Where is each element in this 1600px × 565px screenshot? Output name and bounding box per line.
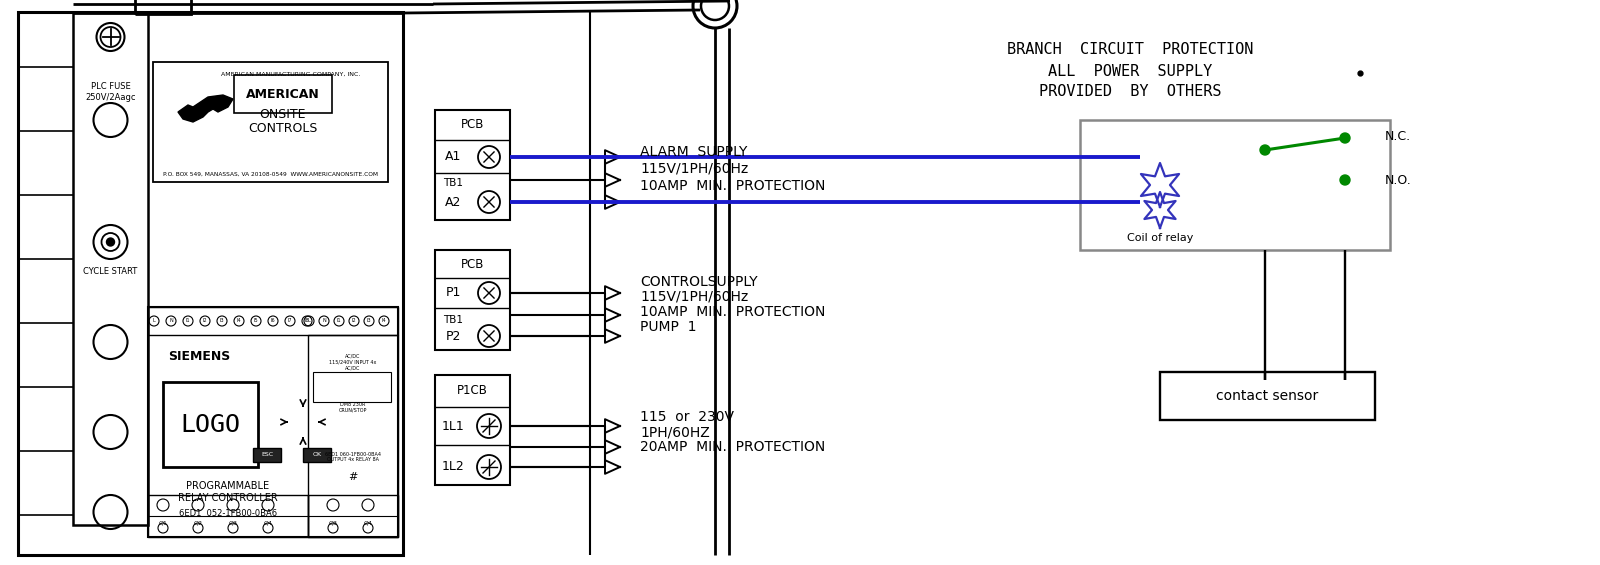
Text: P1CB: P1CB — [458, 385, 488, 398]
Text: P2: P2 — [445, 329, 461, 342]
Bar — [154, 62, 387, 182]
Text: A1: A1 — [445, 150, 461, 163]
Text: I4: I4 — [382, 319, 386, 324]
Polygon shape — [178, 95, 234, 122]
Text: BRANCH  CIRCUIT  PROTECTION: BRANCH CIRCUIT PROTECTION — [1006, 42, 1253, 58]
Text: TB1: TB1 — [443, 315, 462, 325]
Bar — [435, 250, 510, 350]
Bar — [302, 448, 331, 462]
Text: contact sensor: contact sensor — [1216, 389, 1318, 403]
Text: Q2: Q2 — [194, 520, 203, 525]
Text: OK: OK — [312, 453, 322, 458]
Circle shape — [107, 238, 115, 246]
Text: 20AMP  MIN.  PROTECTION: 20AMP MIN. PROTECTION — [640, 440, 826, 454]
Text: N.C.: N.C. — [1386, 129, 1411, 142]
Text: N: N — [322, 319, 326, 324]
Bar — [147, 307, 398, 537]
Text: 115V/1PH/60Hz: 115V/1PH/60Hz — [640, 162, 749, 176]
Text: I1: I1 — [186, 319, 190, 324]
Bar — [314, 372, 390, 402]
Bar — [147, 307, 398, 335]
Text: PROVIDED  BY  OTHERS: PROVIDED BY OTHERS — [1038, 85, 1221, 99]
Text: 1PH/60HZ: 1PH/60HZ — [640, 425, 710, 439]
Bar — [134, 0, 190, 14]
Bar — [435, 110, 510, 220]
Text: Coil of relay: Coil of relay — [1126, 233, 1194, 243]
Text: 10AMP  MIN.  PROTECTION: 10AMP MIN. PROTECTION — [640, 305, 826, 319]
Text: I6: I6 — [270, 319, 275, 324]
Text: I3: I3 — [219, 319, 224, 324]
Circle shape — [1341, 133, 1350, 143]
Text: Q4: Q4 — [363, 520, 373, 525]
Text: Q4: Q4 — [264, 520, 272, 525]
Text: P.O. BOX 549, MANASSAS, VA 20108-0549  WWW.AMERICANONSITE.COM: P.O. BOX 549, MANASSAS, VA 20108-0549 WW… — [163, 172, 378, 176]
Text: I4: I4 — [237, 319, 242, 324]
Text: TB1: TB1 — [443, 178, 462, 188]
Text: AMERICAN: AMERICAN — [246, 88, 320, 101]
Text: PROGRAMMABLE
RELAY CONTROLLER: PROGRAMMABLE RELAY CONTROLLER — [178, 481, 278, 503]
Text: PUMP  1: PUMP 1 — [640, 320, 696, 334]
Text: Q1: Q1 — [158, 520, 168, 525]
Text: I2: I2 — [352, 319, 357, 324]
Text: PCB: PCB — [461, 119, 485, 132]
Text: I5: I5 — [254, 319, 258, 324]
Text: P1: P1 — [445, 286, 461, 299]
Text: I8: I8 — [304, 319, 309, 324]
Text: 6ED1  052-1FB00-0BA6: 6ED1 052-1FB00-0BA6 — [179, 510, 277, 519]
Bar — [435, 375, 510, 485]
Text: SIEMENS: SIEMENS — [168, 350, 230, 363]
Text: I2: I2 — [203, 319, 208, 324]
Bar — [74, 12, 147, 525]
Text: ESC: ESC — [261, 453, 274, 458]
Text: I3: I3 — [366, 319, 371, 324]
Text: L: L — [152, 319, 155, 324]
Bar — [307, 495, 398, 537]
Text: CONTROLS: CONTROLS — [248, 123, 318, 136]
Bar — [1080, 120, 1390, 250]
Text: 115  or  230V: 115 or 230V — [640, 410, 734, 424]
Text: 115V/1PH/60Hz: 115V/1PH/60Hz — [640, 290, 749, 304]
Text: ALL  POWER  SUPPLY: ALL POWER SUPPLY — [1048, 63, 1213, 79]
Text: I1: I1 — [336, 319, 341, 324]
Text: L: L — [307, 319, 310, 324]
Text: I7: I7 — [288, 319, 293, 324]
Text: Q3: Q3 — [328, 520, 338, 525]
Text: AMERICAN MANUFACTURING COMPANY, INC.: AMERICAN MANUFACTURING COMPANY, INC. — [221, 72, 360, 76]
Text: CYCLE START: CYCLE START — [83, 267, 138, 276]
Text: 1L1: 1L1 — [442, 419, 464, 432]
Text: PLC FUSE
250V/2Aagc: PLC FUSE 250V/2Aagc — [85, 82, 136, 102]
Text: #: # — [349, 472, 358, 482]
Bar — [253, 448, 282, 462]
Text: DM8 230R
CRUN/STOP: DM8 230R CRUN/STOP — [339, 402, 366, 412]
Text: LOGO: LOGO — [181, 412, 240, 437]
Text: Q3: Q3 — [229, 520, 237, 525]
Text: N: N — [170, 319, 173, 324]
Text: ONSITE: ONSITE — [259, 107, 306, 120]
Bar — [147, 495, 307, 537]
Circle shape — [1261, 145, 1270, 155]
Circle shape — [1341, 175, 1350, 185]
Text: 6ED1 060-1FB00-0BA4
OUTPUT 4x RELAY 8A: 6ED1 060-1FB00-0BA4 OUTPUT 4x RELAY 8A — [325, 451, 381, 462]
Text: 10AMP  MIN.  PROTECTION: 10AMP MIN. PROTECTION — [640, 179, 826, 193]
Bar — [307, 335, 398, 537]
Bar — [163, 382, 258, 467]
Text: ALARM  SUPPLY: ALARM SUPPLY — [640, 145, 747, 159]
Text: CONTROLSUPPLY: CONTROLSUPPLY — [640, 275, 758, 289]
Text: PCB: PCB — [461, 258, 485, 271]
Text: A2: A2 — [445, 195, 461, 208]
Text: 1L2: 1L2 — [442, 460, 464, 473]
Bar — [18, 12, 403, 555]
Bar — [1160, 372, 1374, 420]
Text: N.O.: N.O. — [1386, 173, 1411, 186]
Text: AC/DC
115/240V INPUT 4x
AC/DC: AC/DC 115/240V INPUT 4x AC/DC — [330, 354, 376, 370]
